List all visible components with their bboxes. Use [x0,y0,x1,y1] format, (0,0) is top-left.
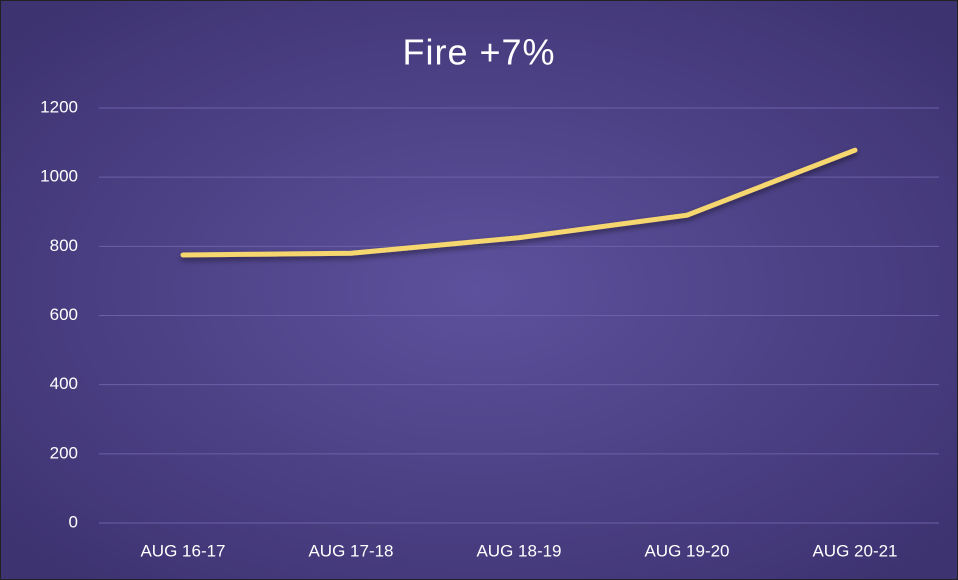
y-tick-label: 1000 [40,167,78,186]
x-tick-label: AUG 18-19 [476,541,561,560]
chart-title: Fire +7% [402,32,555,73]
line [180,147,858,258]
y-tick-label: 600 [50,305,78,324]
y-tick-label: 200 [50,443,78,462]
y-tick-label: 1200 [40,97,78,116]
x-tick-label: AUG 17-18 [308,541,393,560]
x-tick-label: AUG 20-21 [812,541,897,560]
y-tick-label: 400 [50,374,78,393]
y-tick-label: 800 [50,236,78,255]
y-tick-label: 0 [69,512,78,531]
x-tick-label: AUG 16-17 [140,541,225,560]
x-tick-label: AUG 19-20 [644,541,729,560]
